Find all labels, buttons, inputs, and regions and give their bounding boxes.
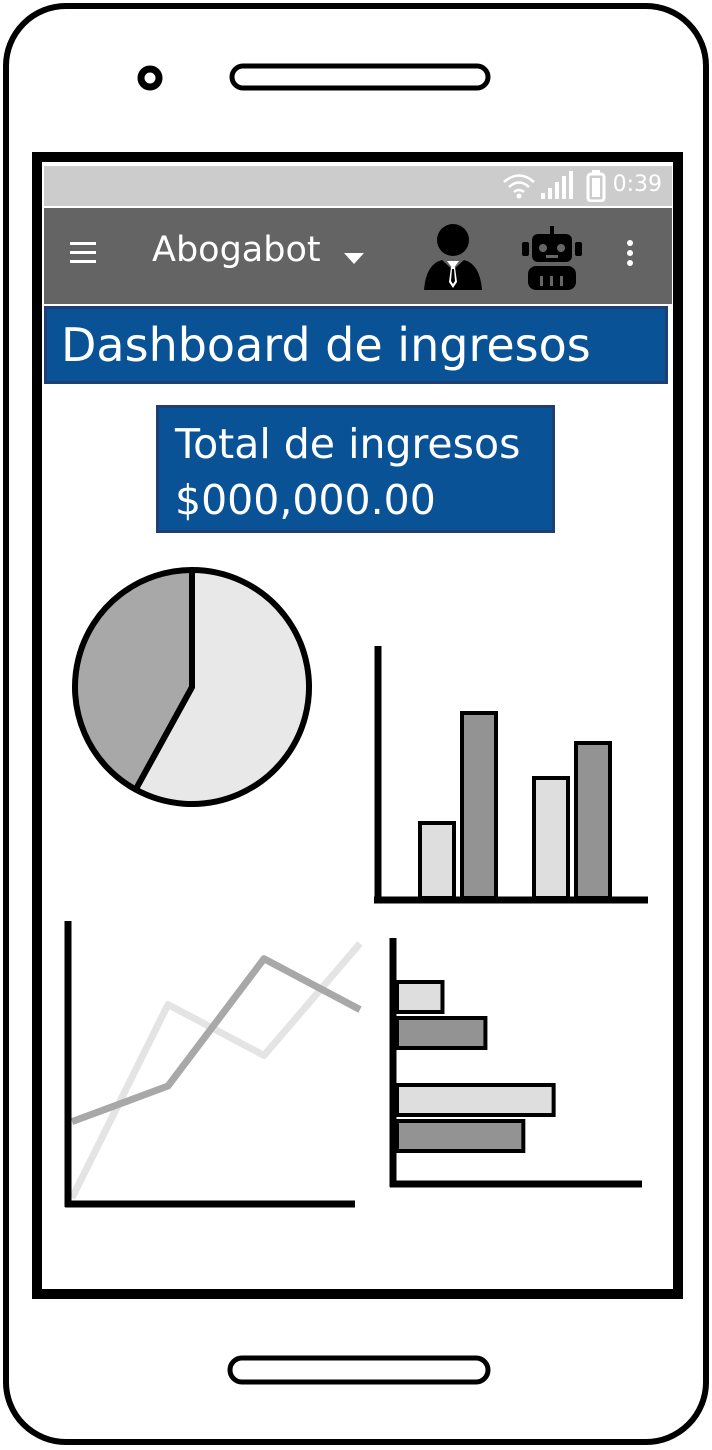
- bar: [395, 1083, 556, 1117]
- wifi-icon: [503, 174, 535, 199]
- bar: [460, 711, 498, 900]
- pie-slice: [132, 567, 312, 807]
- battery-icon: [586, 170, 606, 202]
- line-chart: [64, 921, 363, 1208]
- total-label: Total de ingresos: [175, 420, 521, 468]
- horizontal-bar-chart: [389, 938, 642, 1188]
- pie-slice: [72, 567, 195, 793]
- total-value: $000,000.00: [175, 476, 436, 524]
- total-card: Total de ingresos $000,000.00: [156, 405, 555, 533]
- bar: [395, 980, 445, 1014]
- app-bar: Abogabot: [44, 208, 672, 304]
- bar: [532, 776, 570, 900]
- bar: [395, 1016, 488, 1050]
- robot-icon[interactable]: [520, 224, 584, 292]
- bar: [418, 821, 456, 900]
- bar: [574, 741, 612, 900]
- app-title[interactable]: Abogabot: [152, 230, 321, 270]
- dashboard-title: Dashboard de ingresos: [44, 306, 668, 384]
- bar-chart: [374, 646, 648, 904]
- pie-chart: [72, 567, 312, 807]
- signal-icon: [541, 171, 573, 199]
- kebab-menu-icon[interactable]: [624, 238, 636, 270]
- series-line: [68, 941, 363, 1200]
- series-line: [70, 955, 362, 1125]
- businessman-avatar-icon[interactable]: [420, 220, 486, 292]
- status-time: 0:39: [612, 172, 662, 197]
- status-bar: 0:39: [44, 166, 672, 208]
- bar: [395, 1119, 526, 1153]
- hamburger-menu-icon[interactable]: [68, 238, 100, 268]
- caret-down-icon[interactable]: [342, 250, 366, 266]
